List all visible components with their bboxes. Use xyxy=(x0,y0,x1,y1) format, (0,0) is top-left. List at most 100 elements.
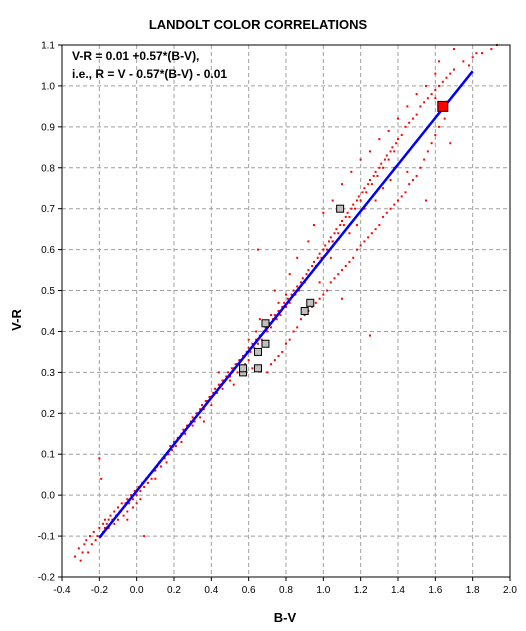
scatter-point xyxy=(369,150,371,153)
scatter-point xyxy=(348,215,351,218)
scatter-point xyxy=(387,129,390,132)
scatter-point xyxy=(139,490,142,493)
scatter-point xyxy=(251,342,254,345)
scatter-point xyxy=(215,391,218,394)
scatter-point xyxy=(281,305,284,308)
scatter-point xyxy=(329,281,332,284)
y-tick-label: 0.7 xyxy=(41,204,55,215)
scatter-point xyxy=(171,449,174,452)
scatter-point xyxy=(372,174,375,177)
scatter-point xyxy=(242,355,245,358)
scatter-point xyxy=(135,494,138,497)
scatter-point xyxy=(397,199,399,202)
scatter-point xyxy=(467,64,470,67)
scatter-point xyxy=(227,371,230,374)
scatter-point xyxy=(128,502,131,505)
x-tick-label: 0.8 xyxy=(279,585,293,596)
scatter-point xyxy=(146,481,149,484)
gray-square-marker xyxy=(261,339,270,348)
y-axis-title: V-R xyxy=(9,309,24,331)
scatter-point xyxy=(273,289,276,292)
scatter-point xyxy=(120,502,123,505)
scatter-point xyxy=(232,383,235,386)
scatter-point xyxy=(143,535,146,538)
x-tick-label: 1.4 xyxy=(391,585,405,596)
scatter-point xyxy=(331,240,334,243)
scatter-point xyxy=(236,371,239,374)
scatter-point xyxy=(234,363,237,366)
scatter-point xyxy=(202,420,205,423)
scatter-point xyxy=(311,264,314,267)
scatter-point xyxy=(438,84,441,87)
scatter-point xyxy=(462,60,465,63)
scatter-point xyxy=(163,457,166,460)
scatter-point xyxy=(311,305,314,308)
scatter-point xyxy=(169,445,172,448)
scatter-point xyxy=(383,158,386,161)
scatter-point xyxy=(126,498,129,501)
scatter-point xyxy=(273,314,276,317)
scatter-point xyxy=(313,224,315,227)
scatter-point xyxy=(337,273,340,276)
gray-square-marker xyxy=(254,347,262,356)
scatter-point xyxy=(361,191,364,194)
scatter-point xyxy=(195,412,198,415)
scatter-point xyxy=(184,432,187,435)
scatter-point xyxy=(397,117,399,120)
scatter-point xyxy=(370,232,373,235)
scatter-point xyxy=(408,121,411,124)
scatter-point xyxy=(316,256,319,259)
scatter-point xyxy=(438,125,441,128)
scatter-point xyxy=(201,404,203,407)
scatter-point xyxy=(288,301,291,304)
scatter-point xyxy=(292,289,295,292)
scatter-point xyxy=(378,166,381,169)
grid-lines xyxy=(58,44,511,581)
scatter-point xyxy=(296,256,299,259)
scatter-point xyxy=(285,293,287,296)
red-square-marker xyxy=(437,100,449,112)
scatter-point xyxy=(202,408,205,411)
scatter-point xyxy=(344,264,347,267)
scatter-point xyxy=(395,142,398,145)
scatter-point xyxy=(355,248,358,251)
scatter-point xyxy=(199,408,202,411)
scatter-point xyxy=(253,346,256,349)
scatter-point xyxy=(79,559,82,562)
scatter-point xyxy=(296,285,299,288)
scatter-point xyxy=(434,72,437,75)
scatter-point xyxy=(350,170,353,173)
scatter-point xyxy=(298,289,301,292)
scatter-point xyxy=(322,248,325,251)
scatter-point xyxy=(333,232,336,235)
scatter-point xyxy=(382,187,385,190)
x-tick-label: 1.6 xyxy=(428,585,442,596)
scatter-point xyxy=(397,138,399,141)
scatter-point xyxy=(247,338,250,341)
scatter-point xyxy=(221,379,224,382)
scatter-point xyxy=(406,170,409,173)
scatter-point xyxy=(359,158,362,161)
scatter-point xyxy=(374,199,377,202)
scatter-point xyxy=(279,314,282,317)
scatter-point xyxy=(191,416,194,419)
scatter-point xyxy=(299,281,302,284)
y-tick-label: 0.4 xyxy=(41,327,55,338)
scatter-point xyxy=(423,101,426,104)
scatter-point xyxy=(404,125,407,128)
y-tick-label: 0.9 xyxy=(41,122,55,133)
scatter-point xyxy=(355,199,358,202)
scatter-point xyxy=(389,150,392,153)
scatter-point xyxy=(109,514,112,517)
scatter-point xyxy=(277,355,280,358)
scatter-point xyxy=(277,301,280,304)
scatter-point xyxy=(217,383,220,386)
scatter-point xyxy=(389,179,392,182)
x-tick-label: 1.8 xyxy=(466,585,480,596)
scatter-point xyxy=(426,97,429,100)
scatter-point xyxy=(238,359,241,362)
scatter-point xyxy=(266,371,269,374)
scatter-point xyxy=(449,72,452,75)
gray-square-marker xyxy=(254,364,262,373)
scatter-point xyxy=(408,183,411,186)
